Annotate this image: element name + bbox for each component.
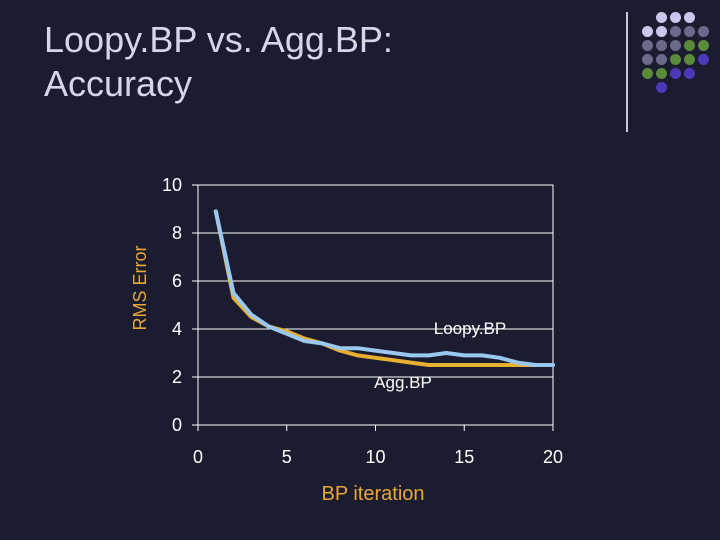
y-tick-label: 6 xyxy=(172,271,182,291)
decorative-dot xyxy=(684,12,695,23)
series-line-loopy-bp xyxy=(213,209,555,367)
chart-series xyxy=(213,209,555,367)
decorative-divider xyxy=(626,12,628,132)
decorative-dot xyxy=(656,68,667,79)
x-tick-label: 5 xyxy=(282,447,292,467)
decorative-dot xyxy=(670,54,681,65)
series-label-loopy-bp: Loopy.BP xyxy=(434,319,506,338)
x-tick-label: 0 xyxy=(193,447,203,467)
decorative-dot xyxy=(642,68,653,79)
decorative-dot xyxy=(684,40,695,51)
decorative-dot xyxy=(698,40,709,51)
series-label-agg-bp: Agg.BP xyxy=(374,373,432,392)
decorative-dot xyxy=(698,54,709,65)
decorative-dot xyxy=(684,68,695,79)
decorative-dot xyxy=(670,68,681,79)
slide-title-line-2: Accuracy xyxy=(44,63,193,104)
decorative-dot xyxy=(642,26,653,37)
y-tick-label: 8 xyxy=(172,223,182,243)
series-line-agg-bp xyxy=(213,209,555,367)
decorative-dot xyxy=(656,26,667,37)
x-tick-label: 15 xyxy=(454,447,474,467)
decorative-dot xyxy=(656,40,667,51)
decorative-dot xyxy=(670,26,681,37)
x-tick-label: 10 xyxy=(365,447,385,467)
slide-title: Loopy.BP vs. Agg.BP: Accuracy xyxy=(44,18,393,106)
decorative-dot xyxy=(670,40,681,51)
y-tick-label: 4 xyxy=(172,319,182,339)
decorative-dot xyxy=(656,82,667,93)
decorative-dot xyxy=(684,54,695,65)
decorative-dot xyxy=(642,40,653,51)
y-axis-label: RMS Error xyxy=(130,245,150,330)
y-tick-label: 0 xyxy=(172,415,182,435)
y-tick-label: 10 xyxy=(162,175,182,195)
y-tick-label: 2 xyxy=(172,367,182,387)
x-axis-label: BP iteration xyxy=(321,483,424,505)
decorative-dot xyxy=(684,26,695,37)
chart-axes: 0 2 4 6 8 10 0 5 10 15 20 xyxy=(162,175,563,467)
chart-grid xyxy=(197,184,554,426)
x-tick-label: 20 xyxy=(543,447,563,467)
slide-title-line-1: Loopy.BP vs. Agg.BP: xyxy=(44,19,393,60)
decorative-dot xyxy=(656,54,667,65)
chart-series-labels: Loopy.BP Agg.BP xyxy=(374,319,506,392)
decorative-dot xyxy=(642,54,653,65)
decorative-dot xyxy=(698,26,709,37)
decorative-dot xyxy=(656,12,667,23)
decorative-dot xyxy=(670,12,681,23)
